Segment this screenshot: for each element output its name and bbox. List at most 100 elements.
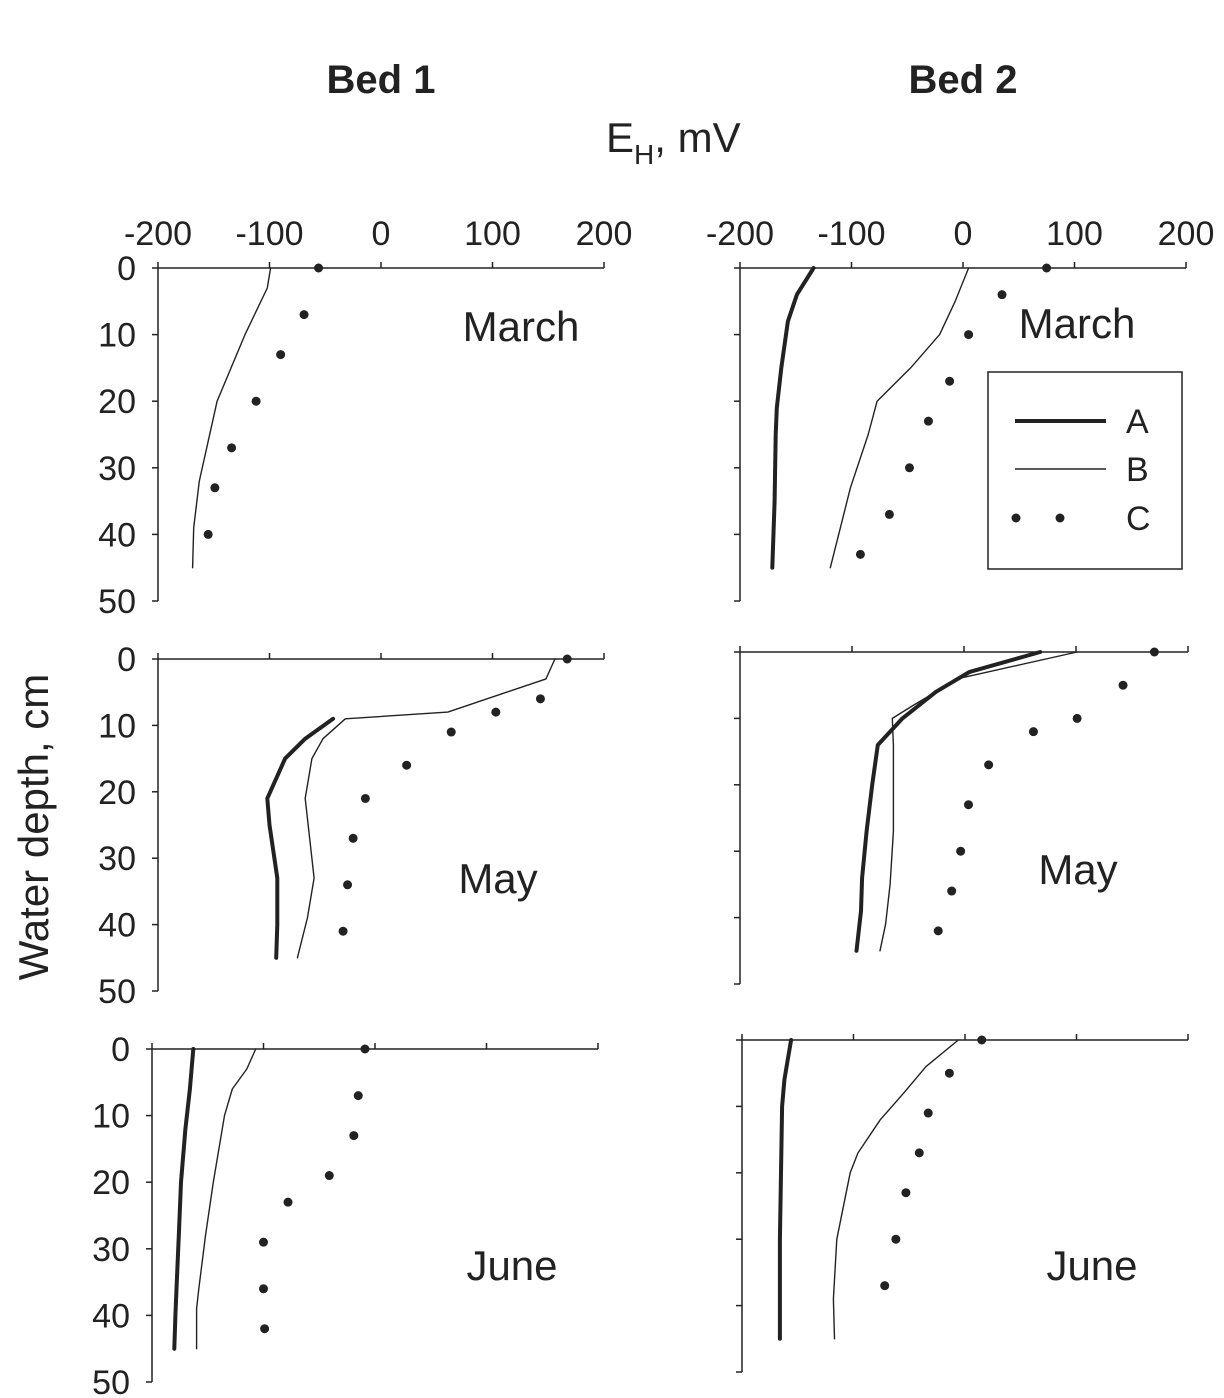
legend: A B C [987,371,1183,570]
series-c-point [259,1284,268,1294]
y-tick-label: 20 [92,1164,130,1202]
legend-label-a: A [1126,403,1149,441]
series-c-point [944,1068,954,1078]
series-a-line [777,1038,794,1341]
x-tick-label: 0 [372,215,391,253]
series-c-point [855,549,865,559]
series-c-point [227,443,237,453]
series-c-point [997,290,1007,300]
series-a-line [265,716,336,960]
panel-bed2-march: -200 -100 0 100 200 March [706,215,1215,602]
panel-bed1-june: 0 10 20 30 40 50 June [92,1031,599,1398]
x-tick-label: 200 [1158,215,1215,253]
series-b-line [829,267,970,569]
series-c-point [1118,680,1128,690]
series-c-point [314,263,324,273]
series-c-point [324,1171,334,1181]
series-c-point [977,1035,987,1045]
series-c-point [1042,263,1052,273]
month-label: March [1019,300,1136,347]
y-tick-label: 50 [98,583,136,621]
x-tick-label: -100 [235,215,303,253]
y-tick-label: 10 [98,707,136,745]
y-tick-label: 40 [98,516,136,554]
series-c-point [984,760,994,770]
series-c-point [923,1108,933,1118]
series-a-line [770,266,816,570]
series-c-point [904,463,914,473]
y-tick-label: 30 [92,1231,130,1269]
x-tick-label: 100 [1046,215,1103,253]
series-a-line [172,1047,196,1351]
series-c-point [259,1237,268,1247]
legend-box [987,371,1183,570]
month-label: June [466,1242,557,1289]
series-c-point [1028,727,1038,737]
series-c-point [1149,647,1159,657]
series-c-point [562,654,572,664]
series-c-point [901,1188,911,1198]
x-tick-label: -100 [817,215,885,253]
series-a-line [854,650,1043,953]
bed1-title: Bed 1 [327,58,436,102]
panel-bed2-june: June [736,1034,1189,1373]
bed2-title: Bed 2 [909,58,1018,102]
y-axis-label: Water depth, cm [10,674,57,981]
series-c-point [210,483,220,493]
x-axis-label-rest: , mV [654,114,740,161]
series-c-point [914,1148,924,1158]
series-c-point [343,880,353,890]
y-tick-label: 10 [92,1098,130,1136]
panel-bed1-march: -200 -100 0 100 200 0 10 20 30 40 50 March [98,215,632,621]
y-tick-label: 50 [98,973,136,1011]
series-c-point [956,846,966,856]
series-c-point [338,926,348,936]
month-label: May [1038,846,1117,893]
x-tick-label: -200 [706,215,774,253]
series-b-line [191,267,272,569]
x-axis-label-main: E [606,114,634,161]
series-c-point [884,509,894,519]
series-b-line [296,658,556,959]
series-c-point [947,886,957,896]
series-c-point [933,926,943,936]
y-tick-label: 30 [98,840,136,878]
x-tick-label: 200 [576,215,633,253]
month-label: May [458,855,537,902]
series-c-point [880,1281,890,1291]
series-c-point [964,330,974,340]
x-tick-label: 0 [954,215,973,253]
panels: -200 -100 0 100 200 0 10 20 30 40 50 March 0 10 20 30 40… [92,215,1214,1398]
y-tick-label: 40 [92,1297,130,1335]
y-tick-label: 10 [98,317,136,355]
series-c-point [923,416,933,426]
series-c-point [349,1131,359,1141]
y-tick-label: 0 [117,641,136,679]
series-c-point [353,1091,363,1101]
series-c-point [360,793,370,803]
x-tick-label: 100 [464,215,521,253]
y-tick-label: 30 [98,450,136,488]
legend-swatch-c-dot-2 [1055,513,1065,523]
panel-bed1-may: 0 10 20 30 40 50 May [98,641,605,1011]
series-c-point [402,760,412,770]
series-c-point [891,1234,901,1244]
y-tick-label: 20 [98,774,136,812]
series-c-point [963,800,973,810]
series-c-point [1072,713,1082,723]
series-c-point [535,694,545,704]
x-axis-label: EH, mV [606,114,741,170]
y-tick-label: 40 [98,907,136,945]
month-label: March [463,303,580,350]
legend-swatch-c-dot-1 [1011,513,1021,523]
month-label: June [1046,1242,1137,1289]
series-c-point [260,1324,270,1334]
series-c-point [203,529,213,539]
series-b-line [195,1048,257,1350]
series-b-line [832,1039,959,1340]
series-c-point [276,350,286,360]
series-c-point [360,1044,370,1054]
series-c-point [251,396,261,406]
series-b-line [879,651,1078,952]
legend-label-b: B [1126,451,1149,489]
